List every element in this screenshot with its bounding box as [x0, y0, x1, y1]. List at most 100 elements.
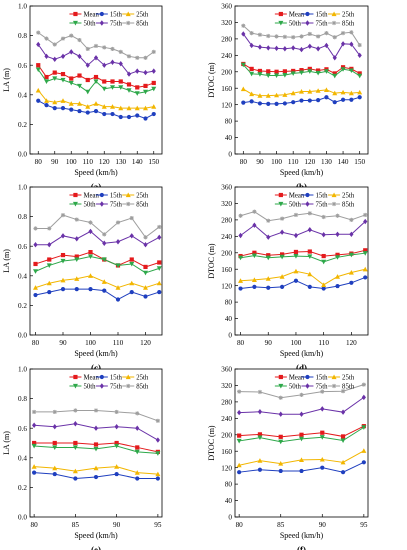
data-point-85th — [77, 37, 82, 43]
data-point-Mean — [77, 73, 82, 78]
legend-marker — [331, 192, 337, 198]
data-point-25th — [361, 448, 367, 453]
data-point-50th — [35, 67, 41, 73]
data-point-50th — [307, 254, 313, 259]
data-point-15th — [69, 107, 74, 112]
data-point-85th — [44, 36, 49, 41]
data-point-85th — [307, 31, 312, 37]
legend-label: 85th — [136, 202, 149, 209]
data-point-Mean — [52, 70, 57, 75]
data-point-Mean — [143, 264, 148, 270]
data-point-15th — [77, 108, 82, 114]
y-tick-label: 1.0 — [18, 184, 27, 192]
x-tick-label: 110 — [82, 158, 93, 166]
legend: Mean 15th 25th 50th 75th 85th — [69, 11, 149, 28]
data-point-25th — [319, 456, 325, 462]
data-point-Mean — [335, 252, 340, 257]
y-tick-label: 0.4 — [18, 272, 27, 280]
legend-label: 25th — [136, 375, 149, 382]
series-line-85th — [240, 211, 366, 222]
data-point-25th — [31, 464, 37, 469]
y-tick-label: 360 — [221, 3, 232, 11]
data-point-25th — [143, 105, 148, 111]
data-point-15th — [266, 285, 271, 290]
data-point-15th — [60, 287, 66, 292]
data-point-25th — [299, 457, 304, 462]
data-point-25th — [93, 465, 99, 471]
x-tick-label: 90 — [51, 158, 59, 166]
data-point-75th — [266, 234, 271, 240]
data-point-Mean — [340, 434, 346, 439]
chart-panel-6: 0 40 80 120 160 200 240 280 320 360 80 85 90 95 Speed … — [207, 366, 369, 550]
legend-marker — [278, 11, 283, 17]
data-point-15th — [252, 284, 257, 289]
data-point-75th — [151, 68, 156, 74]
data-point-85th — [238, 213, 243, 218]
x-tick-label: 95 — [154, 521, 162, 529]
data-point-Mean — [293, 249, 299, 255]
data-point-15th — [52, 106, 57, 111]
legend-label: 50th — [83, 202, 96, 209]
data-point-50th — [31, 443, 37, 449]
data-point-85th — [60, 36, 66, 41]
data-point-25th — [74, 276, 80, 281]
data-point-75th — [291, 45, 296, 51]
y-tick-label: 200 — [221, 68, 232, 76]
data-point-25th — [236, 462, 242, 468]
data-point-50th — [335, 255, 341, 260]
data-point-85th — [299, 34, 304, 39]
data-point-50th — [278, 439, 284, 445]
y-tick-label: 0.4 — [18, 454, 27, 462]
data-point-50th — [240, 62, 246, 68]
data-point-85th — [349, 217, 354, 222]
data-point-15th — [249, 99, 254, 104]
legend-label: 50th — [289, 21, 302, 28]
legend-marker — [125, 374, 131, 380]
data-point-25th — [274, 92, 280, 98]
data-point-75th — [357, 52, 362, 59]
y-tick-label: 0.4 — [18, 91, 27, 99]
data-point-25th — [77, 101, 82, 106]
legend-label: 15th — [110, 12, 123, 19]
x-tick-label: 140 — [338, 158, 349, 166]
legend-marker — [126, 201, 131, 207]
data-point-Mean — [60, 252, 66, 258]
data-point-50th — [88, 254, 93, 260]
data-point-85th — [157, 224, 162, 230]
y-tick-label: 0.0 — [18, 151, 27, 159]
y-tick-label: 0.2 — [18, 302, 27, 310]
data-point-85th — [118, 49, 123, 54]
chart-panel-3: 0.0 0.2 0.4 0.6 0.8 1.0 80 90 100 110 120 Speed (km… — [2, 184, 163, 373]
data-point-15th — [126, 114, 132, 120]
data-point-75th — [143, 242, 148, 248]
data-point-25th — [46, 280, 52, 286]
data-point-25th — [321, 282, 327, 287]
data-point-85th — [257, 389, 263, 395]
y-tick-label: 0.6 — [18, 425, 27, 433]
data-point-25th — [332, 90, 338, 96]
data-point-50th — [74, 257, 80, 263]
x-tick-label: 120 — [99, 158, 110, 166]
legend-marker — [331, 11, 337, 17]
data-point-85th — [151, 49, 156, 54]
data-point-Mean — [52, 440, 57, 446]
data-point-85th — [299, 392, 304, 397]
data-point-25th — [299, 89, 304, 94]
data-point-75th — [237, 409, 242, 416]
y-tick-label: 280 — [221, 398, 232, 406]
data-point-Mean — [252, 250, 257, 255]
data-point-75th — [118, 61, 123, 67]
y-axis-label: DTOC (m) — [207, 243, 216, 279]
data-point-50th — [134, 449, 140, 455]
y-tick-label: 0.2 — [18, 484, 27, 492]
data-point-25th — [85, 104, 91, 109]
data-point-50th — [143, 89, 148, 95]
x-tick-label: 100 — [271, 158, 282, 166]
data-point-15th — [257, 101, 263, 106]
data-point-25th — [155, 471, 161, 477]
legend-label: 25th — [136, 193, 149, 200]
data-point-25th — [278, 461, 284, 466]
data-point-15th — [349, 280, 354, 285]
legend-label: 25th — [342, 193, 355, 200]
data-point-50th — [115, 263, 121, 268]
